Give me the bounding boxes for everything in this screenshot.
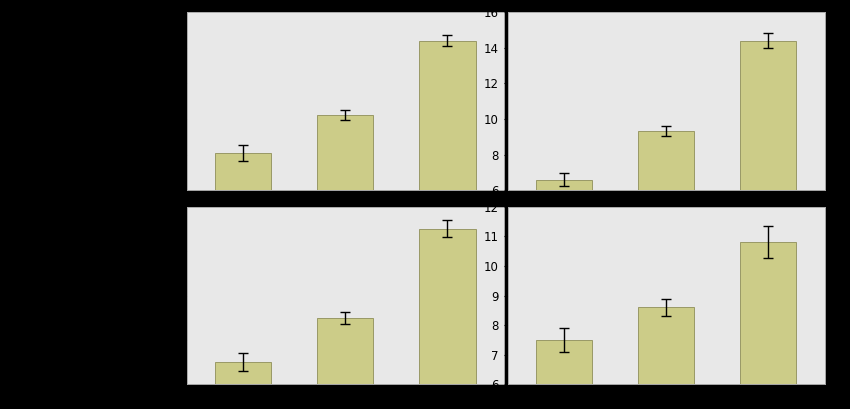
Bar xyxy=(215,153,271,297)
Bar xyxy=(740,242,796,409)
Bar xyxy=(638,131,694,297)
Title: Physical fatigue: Physical fatigue xyxy=(610,0,722,11)
Title: Mental fatigue: Mental fatigue xyxy=(615,192,717,205)
Title: Reduced activity: Reduced activity xyxy=(286,192,404,205)
Bar xyxy=(638,308,694,409)
Bar xyxy=(536,180,592,297)
Bar xyxy=(317,318,373,409)
Title: General fatigue: General fatigue xyxy=(291,0,400,11)
Bar xyxy=(740,41,796,297)
Bar xyxy=(317,115,373,297)
Bar xyxy=(215,362,271,409)
Bar xyxy=(536,340,592,409)
Bar xyxy=(419,229,475,409)
Bar xyxy=(419,41,475,297)
